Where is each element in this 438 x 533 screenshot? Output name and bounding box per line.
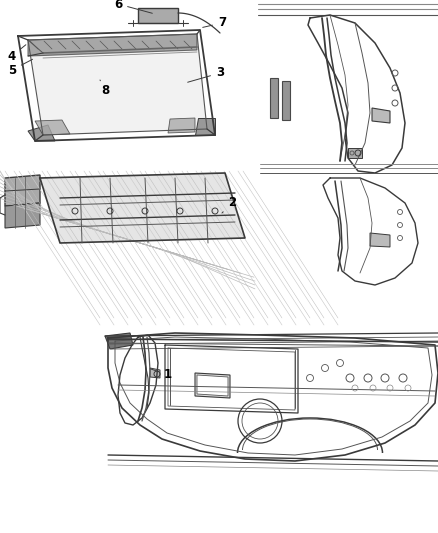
Polygon shape <box>372 108 390 123</box>
Polygon shape <box>270 78 278 118</box>
Polygon shape <box>28 34 207 135</box>
Polygon shape <box>348 148 362 158</box>
Polygon shape <box>150 368 160 378</box>
Text: 6: 6 <box>114 0 152 13</box>
Text: 2: 2 <box>222 197 236 213</box>
Polygon shape <box>370 233 390 247</box>
Polygon shape <box>105 333 133 349</box>
Polygon shape <box>40 173 245 243</box>
Polygon shape <box>282 81 290 120</box>
Text: 7: 7 <box>203 17 226 29</box>
Polygon shape <box>195 373 230 398</box>
Polygon shape <box>28 34 197 56</box>
Text: 4: 4 <box>8 45 26 62</box>
Polygon shape <box>35 120 70 135</box>
Polygon shape <box>195 118 215 135</box>
Polygon shape <box>168 118 195 133</box>
Text: 3: 3 <box>187 67 224 82</box>
Polygon shape <box>28 125 55 141</box>
Polygon shape <box>197 375 228 396</box>
Text: 8: 8 <box>100 80 109 96</box>
Polygon shape <box>5 175 40 206</box>
Text: 5: 5 <box>8 59 32 77</box>
Polygon shape <box>5 203 40 228</box>
Polygon shape <box>138 8 178 23</box>
Text: 1: 1 <box>151 368 172 382</box>
